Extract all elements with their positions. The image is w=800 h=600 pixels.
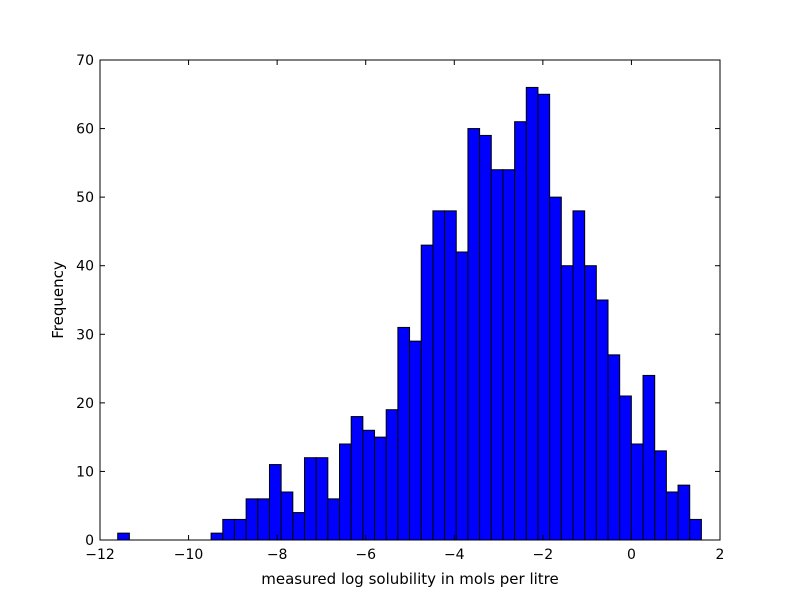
x-tick-label: −10 bbox=[174, 547, 204, 563]
histogram-bar bbox=[409, 340, 422, 541]
histogram-bar bbox=[665, 491, 679, 541]
histogram-bar bbox=[654, 450, 667, 541]
histogram-bar bbox=[584, 265, 597, 541]
y-tick-label: 30 bbox=[76, 327, 94, 343]
histogram-bar bbox=[432, 210, 446, 541]
histogram-bar bbox=[210, 532, 224, 541]
x-tick-label: 2 bbox=[716, 547, 725, 563]
histogram-bar bbox=[619, 395, 632, 541]
histogram-bar bbox=[268, 464, 282, 541]
x-axis-ticks: −12 −10 −8 −6 −4 −2 0 2 bbox=[85, 60, 724, 563]
histogram-bar bbox=[420, 244, 434, 541]
histogram-bar bbox=[257, 498, 270, 541]
histogram-bar bbox=[339, 443, 352, 541]
y-tick-label: 20 bbox=[76, 396, 94, 412]
histogram-bar bbox=[303, 457, 317, 541]
histogram-bar bbox=[385, 409, 399, 541]
histogram-bar bbox=[444, 210, 457, 541]
histogram-bar bbox=[350, 416, 364, 541]
histogram-bar bbox=[467, 128, 481, 541]
histogram-bar bbox=[642, 374, 656, 541]
histogram-bar bbox=[315, 457, 329, 541]
histogram-bar bbox=[374, 436, 387, 541]
histogram-bar bbox=[397, 326, 411, 541]
histogram-bar bbox=[362, 429, 376, 541]
histogram-bar bbox=[222, 518, 235, 541]
histogram-bar bbox=[490, 169, 504, 541]
y-tick-label: 0 bbox=[85, 533, 94, 549]
histogram-bar bbox=[245, 498, 259, 541]
y-tick-label: 50 bbox=[76, 190, 94, 206]
histogram-bar bbox=[607, 354, 621, 541]
histogram-bar bbox=[537, 93, 551, 541]
x-tick-label: 0 bbox=[627, 547, 636, 563]
histogram-bar bbox=[560, 265, 574, 541]
x-tick-label: −6 bbox=[355, 547, 376, 563]
x-axis-label: measured log solubility in mols per litr… bbox=[261, 570, 559, 588]
histogram-bar bbox=[292, 512, 305, 541]
y-axis-label: Frequency bbox=[49, 261, 67, 339]
y-tick-label: 60 bbox=[76, 122, 94, 138]
histogram-bar bbox=[455, 251, 469, 541]
histogram-bars bbox=[117, 86, 702, 541]
histogram-bar bbox=[689, 518, 702, 541]
histogram-bar bbox=[117, 532, 130, 541]
histogram-bar bbox=[549, 196, 562, 541]
x-tick-label: −2 bbox=[533, 547, 554, 563]
y-tick-label: 70 bbox=[76, 53, 94, 69]
histogram-bar bbox=[595, 299, 609, 541]
histogram-bar bbox=[327, 498, 341, 541]
x-tick-label: −4 bbox=[444, 547, 465, 563]
histogram-bar bbox=[233, 518, 247, 541]
histogram-bar bbox=[572, 210, 586, 541]
x-tick-label: −12 bbox=[85, 547, 115, 563]
histogram-bar bbox=[630, 443, 644, 541]
histogram-bar bbox=[514, 121, 527, 541]
histogram-bar bbox=[677, 484, 691, 541]
histogram-bar bbox=[502, 169, 516, 541]
x-tick-label: −8 bbox=[267, 547, 288, 563]
y-tick-label: 10 bbox=[76, 464, 94, 480]
plot-frame bbox=[99, 59, 721, 541]
histogram-bar bbox=[280, 491, 294, 541]
y-axis-ticks: 0 10 20 30 40 50 60 70 bbox=[76, 53, 720, 549]
histogram-bar bbox=[525, 86, 539, 541]
y-tick-label: 40 bbox=[76, 259, 94, 275]
histogram-bar bbox=[479, 134, 492, 541]
